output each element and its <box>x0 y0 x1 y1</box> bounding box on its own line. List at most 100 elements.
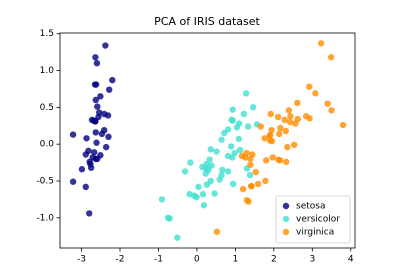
y-tick-label: 0.0 <box>40 140 55 150</box>
point <box>92 96 99 104</box>
point <box>261 135 268 142</box>
point <box>92 118 99 125</box>
point <box>246 171 254 179</box>
point <box>102 143 110 151</box>
point <box>248 182 255 190</box>
point <box>268 126 275 134</box>
point <box>211 190 218 197</box>
point <box>287 113 294 120</box>
point <box>69 131 77 138</box>
point <box>91 149 98 156</box>
legend-marker <box>282 202 290 210</box>
x-tick-label: 1 <box>233 255 239 265</box>
point <box>328 107 335 114</box>
point <box>252 168 259 176</box>
point <box>244 123 252 130</box>
point <box>224 168 232 175</box>
point <box>227 143 235 150</box>
point <box>274 113 282 121</box>
point <box>243 196 251 204</box>
legend-marker <box>282 215 290 223</box>
point <box>83 135 90 142</box>
point <box>205 166 212 174</box>
point <box>267 110 274 118</box>
point <box>93 139 100 146</box>
point <box>78 166 86 173</box>
point <box>186 191 193 198</box>
point <box>294 99 301 107</box>
point <box>206 156 213 163</box>
point <box>324 100 331 107</box>
point <box>266 132 274 139</box>
point <box>166 215 173 222</box>
chart-title: PCA of IRIS dataset <box>154 15 260 28</box>
point <box>276 157 284 164</box>
point <box>292 120 299 127</box>
point <box>269 154 276 161</box>
x-tick-label: 2 <box>271 255 277 265</box>
legend-label: virginica <box>296 228 334 238</box>
point <box>91 81 99 88</box>
point <box>243 149 250 157</box>
y-tick-label: 1.0 <box>40 66 55 76</box>
point <box>101 126 108 134</box>
legend-label: versicolor <box>296 215 340 225</box>
point <box>317 40 325 47</box>
point <box>285 107 293 114</box>
point <box>101 110 108 118</box>
point <box>235 135 243 143</box>
point <box>242 90 250 97</box>
point <box>249 104 257 111</box>
point <box>247 161 254 168</box>
point <box>199 191 207 198</box>
point <box>213 148 220 155</box>
point <box>92 54 99 61</box>
point <box>236 146 244 154</box>
x-tick-label: 3 <box>309 255 315 265</box>
point <box>281 116 288 124</box>
point <box>282 127 289 135</box>
point <box>93 59 101 67</box>
legend-label: setosa <box>296 202 325 212</box>
plot-frame <box>59 32 356 249</box>
point <box>219 166 226 174</box>
point <box>69 178 77 185</box>
y-tick-label: 0.5 <box>40 103 54 113</box>
point <box>229 180 237 188</box>
point <box>85 147 92 155</box>
point <box>306 83 313 90</box>
point <box>158 196 166 203</box>
point <box>240 110 248 118</box>
point <box>254 180 262 188</box>
y-tick-label: -1.0 <box>36 213 54 223</box>
point <box>102 42 109 49</box>
point <box>282 158 290 166</box>
point <box>286 118 294 126</box>
x-tick-label: 4 <box>348 255 354 265</box>
point <box>216 176 223 183</box>
point <box>207 146 214 153</box>
y-tick-label: -0.5 <box>36 176 54 186</box>
point <box>195 183 202 191</box>
point <box>339 121 347 129</box>
point <box>86 210 93 217</box>
point <box>291 141 298 149</box>
legend-marker <box>282 228 290 236</box>
y-tick-label: 1.5 <box>40 29 54 39</box>
point <box>92 129 99 136</box>
point <box>181 168 189 175</box>
point <box>238 152 246 160</box>
point <box>106 86 113 93</box>
point <box>224 152 232 160</box>
legend-box <box>275 195 351 244</box>
point <box>224 126 232 133</box>
x-tick-label: -2 <box>116 255 125 265</box>
legend: setosa versicolor virginica <box>275 195 351 244</box>
point <box>94 103 101 110</box>
point <box>233 124 241 131</box>
point <box>82 183 89 191</box>
point <box>312 90 319 97</box>
point <box>257 123 264 130</box>
